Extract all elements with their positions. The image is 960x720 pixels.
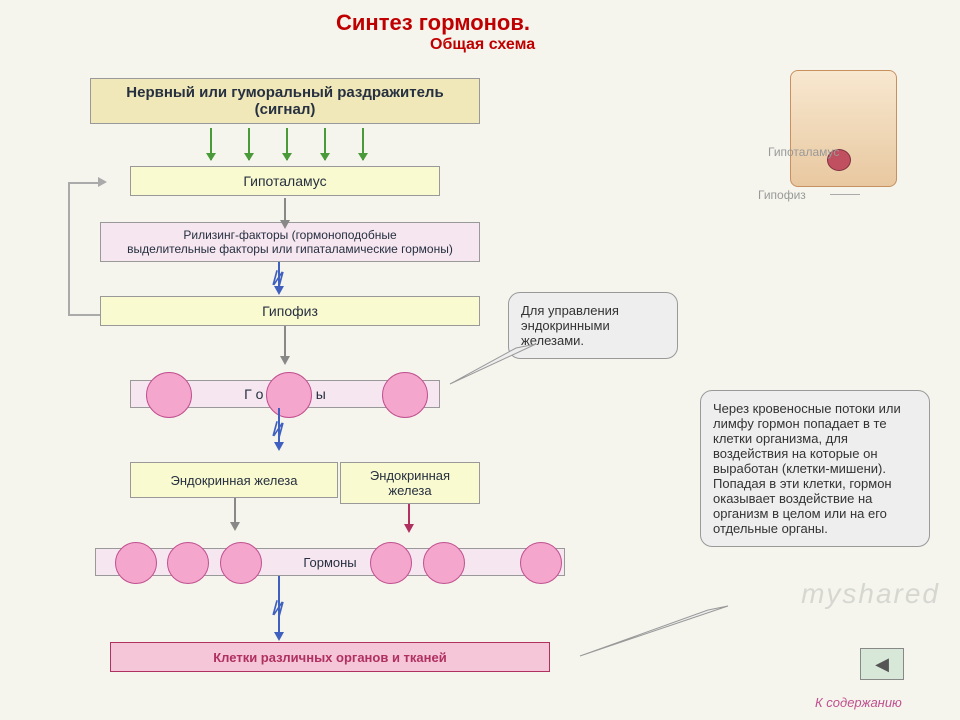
arrow-head-icon bbox=[274, 442, 284, 451]
hormone-circle bbox=[370, 542, 412, 584]
arrow-down-icon bbox=[286, 128, 288, 160]
zigzag-icon: И bbox=[270, 595, 286, 623]
hormone-circle bbox=[266, 372, 312, 418]
arrow-head-icon bbox=[404, 524, 414, 533]
box-pituitary: Гипофиз bbox=[100, 296, 480, 326]
arrow-down-icon bbox=[408, 504, 410, 524]
box-hypothalamus: Гипоталамус bbox=[130, 166, 440, 196]
callout-first: Для управления эндокринными железами. bbox=[508, 292, 678, 359]
feedback-arrow-icon bbox=[68, 182, 100, 316]
arrow-down-icon bbox=[210, 128, 212, 160]
brain-illustration bbox=[790, 70, 897, 187]
hormone-circle bbox=[520, 542, 562, 584]
label-connector-icon bbox=[830, 194, 860, 195]
arrow-head-icon bbox=[230, 522, 240, 531]
hormone-circle bbox=[423, 542, 465, 584]
arrow-down-icon bbox=[248, 128, 250, 160]
page-subtitle: Общая схема bbox=[430, 36, 535, 54]
arrow-head-icon bbox=[280, 356, 290, 365]
back-button[interactable]: ◀ bbox=[860, 648, 904, 680]
box-gland2: Эндокриннаяжелеза bbox=[340, 462, 480, 504]
footer-link[interactable]: К содержанию bbox=[815, 695, 902, 710]
side-label-pituitary: Гипофиз bbox=[758, 188, 806, 202]
arrow-head-icon bbox=[274, 286, 284, 295]
arrow-down-icon bbox=[284, 326, 286, 356]
box-releasing: Рилизинг-факторы (гормоноподобныевыделит… bbox=[100, 222, 480, 262]
arrow-down-icon bbox=[324, 128, 326, 160]
hormone-circle bbox=[115, 542, 157, 584]
callout-second: Через кровеносные потоки или лимфу гормо… bbox=[700, 390, 930, 547]
box-hormones2: Гормоны bbox=[95, 548, 565, 576]
arrow-down-icon bbox=[234, 498, 236, 522]
arrow-down-icon bbox=[362, 128, 364, 160]
hormone-circle bbox=[220, 542, 262, 584]
arrow-down-icon bbox=[284, 198, 286, 220]
watermark: myshared bbox=[801, 578, 940, 610]
box-cells: Клетки различных органов и тканей bbox=[110, 642, 550, 672]
side-label-hypothalamus: Гипоталамус bbox=[768, 145, 839, 159]
box-gland1: Эндокринная железа bbox=[130, 462, 338, 498]
zigzag-icon: И bbox=[270, 416, 286, 444]
arrow-head-icon bbox=[274, 632, 284, 641]
page-title: Синтез гормонов. bbox=[336, 10, 530, 36]
hormone-circle bbox=[382, 372, 428, 418]
hormone-circle bbox=[146, 372, 192, 418]
arrow-head-icon bbox=[98, 177, 107, 187]
hormone-circle bbox=[167, 542, 209, 584]
arrow-head-icon bbox=[280, 220, 290, 229]
box-stimulus: Нервный или гуморальный раздражитель(сиг… bbox=[90, 78, 480, 124]
